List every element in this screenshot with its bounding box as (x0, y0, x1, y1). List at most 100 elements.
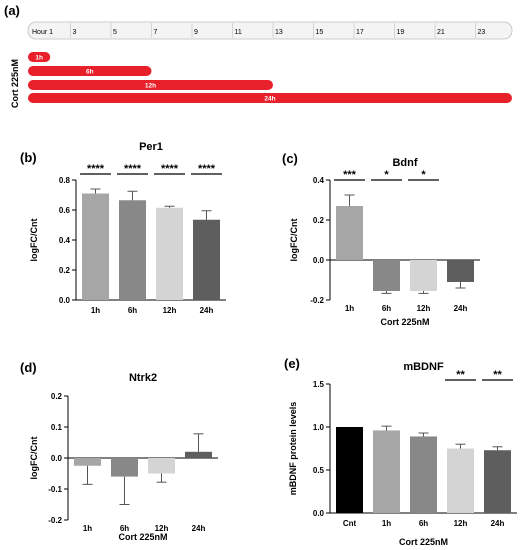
timeline-ticks: Hour 1 3 5 7 9 11 13 15 17 19 21 23 (32, 23, 485, 38)
y-tick-label: 0.8 (59, 176, 71, 185)
y-axis-label: logFC/Cnt (29, 437, 39, 480)
y-tick-label: 0.0 (313, 256, 325, 265)
timeline-bar-label: 24h (264, 96, 275, 103)
y-tick-label: 0.4 (313, 176, 325, 185)
timeline-tick-label: 13 (275, 29, 283, 36)
x-tick-label: 6h (120, 524, 129, 533)
timeline-tick-label: Hour 1 (32, 29, 53, 36)
chart-title: Ntrk2 (129, 372, 157, 384)
y-axis-label: logFC/Cnt (29, 219, 39, 262)
timeline-tick-label: 11 (235, 29, 242, 36)
y-tick-label: -0.1 (48, 485, 62, 494)
bar-12h (410, 260, 437, 291)
panel-a-timeline: (a) Cort 225nM Hour 1 3 5 7 9 11 13 15 17 19 21 23 … (4, 3, 513, 108)
y-tick-label: 0.0 (313, 509, 325, 518)
bar-12h (156, 207, 183, 300)
x-tick-label: 12h (454, 519, 468, 528)
bar-6h (119, 200, 146, 300)
y-tick-label: -0.2 (310, 296, 324, 305)
y-tick-label: 1.5 (313, 380, 325, 389)
timeline-tick-label: 17 (356, 29, 364, 36)
bar-6h (111, 458, 138, 477)
timeline-bar-12h (28, 80, 273, 90)
x-tick-label: 6h (419, 519, 428, 528)
timeline-bar-1h (28, 52, 51, 62)
timeline-tick-label: 19 (397, 29, 405, 36)
y-tick-label: 0.2 (59, 266, 71, 275)
x-tick-label: Cnt (343, 519, 357, 528)
significance-stars: ** (493, 369, 502, 381)
y-axis-label: mBDNF protein levels (288, 402, 298, 496)
y-tick-label: 0.0 (51, 454, 63, 463)
panel-c-letter: (c) (282, 151, 298, 166)
bar-1h (373, 430, 400, 513)
x-tick-label: 12h (417, 304, 431, 313)
timeline-tick-label: 15 (316, 29, 324, 36)
bar-24h (484, 450, 511, 513)
x-axis-label: Cort 225nM (118, 532, 167, 542)
chart-ntrk2: Ntrk2 -0.2 -0.1 0.0 0.1 0.2 logFC/Cnt 1h 6h 12h 24… (29, 372, 218, 542)
x-tick-label: 1h (91, 306, 100, 315)
x-tick-label: 6h (382, 304, 391, 313)
x-tick-label: 1h (83, 524, 92, 533)
bar-24h (185, 451, 212, 458)
panel-b-letter: (b) (20, 150, 37, 165)
y-tick-label: 0.0 (59, 296, 71, 305)
timeline-bar-label: 1h (35, 55, 43, 62)
x-tick-label: 24h (200, 306, 214, 315)
x-tick-label: 6h (128, 306, 137, 315)
bar-Cnt (336, 427, 363, 513)
bar-12h (148, 458, 175, 474)
bar-24h (447, 260, 474, 282)
y-tick-label: 1.0 (313, 423, 325, 432)
panel-e-letter: (e) (284, 356, 300, 371)
bar-1h (74, 458, 101, 466)
y-tick-label: 0.4 (59, 236, 71, 245)
significance-stars: * (384, 169, 389, 181)
significance-stars: **** (198, 163, 216, 175)
x-tick-label: 12h (155, 524, 169, 533)
chart-title: Bdnf (392, 157, 417, 169)
bar-6h (373, 260, 400, 291)
chart-mbdnf: mBDNF 0.0 0.5 1.0 1.5 mBDNF protein levels Cnt… (288, 361, 517, 547)
x-axis-label: Cort 225nM (380, 317, 429, 327)
timeline-tick-label: 7 (154, 29, 158, 36)
significance-stars: ** (456, 369, 465, 381)
bar-6h (410, 436, 437, 513)
x-tick-label: 24h (454, 304, 468, 313)
y-tick-label: 0.2 (313, 216, 325, 225)
bar-1h (336, 206, 363, 260)
chart-title: Per1 (139, 141, 163, 153)
timeline-bar-label: 6h (86, 69, 94, 76)
significance-stars: *** (343, 169, 357, 181)
timeline-bars: 1h 6h 12h 24h (28, 52, 512, 103)
timeline-bar-6h (28, 66, 152, 76)
panel-a-letter: (a) (4, 3, 20, 18)
y-tick-label: 0.2 (51, 392, 63, 401)
chart-title: mBDNF (403, 361, 444, 373)
timeline-tick-label: 5 (113, 29, 117, 36)
y-tick-label: 0.1 (51, 423, 63, 432)
x-tick-label: 12h (163, 306, 177, 315)
panel-d-letter: (d) (20, 360, 37, 375)
timeline-bar-24h (28, 93, 512, 103)
chart-per1: Per1 0.0 0.2 0.4 0.6 0.8 logFC/Cnt 1h **** 6h ****… (29, 141, 226, 315)
y-tick-label: 0.6 (59, 206, 71, 215)
timeline-bar-label: 12h (145, 83, 156, 90)
timeline-tick-label: 9 (194, 29, 198, 36)
timeline-axis-track (27, 21, 513, 40)
timeline-tick-label: 3 (73, 29, 77, 36)
significance-stars: * (421, 169, 426, 181)
x-tick-label: 1h (382, 519, 391, 528)
x-axis-label: Cort 225nM (399, 537, 448, 547)
y-axis-label: logFC/Cnt (289, 219, 299, 262)
x-tick-label: 1h (345, 304, 354, 313)
y-tick-label: 0.5 (313, 466, 325, 475)
panel-a-row-label: Cort 225nM (10, 59, 20, 108)
bar-12h (447, 448, 474, 513)
significance-stars: **** (87, 163, 105, 175)
y-tick-label: -0.2 (48, 516, 62, 525)
significance-stars: **** (161, 163, 179, 175)
timeline-tick-label: 23 (478, 29, 486, 36)
